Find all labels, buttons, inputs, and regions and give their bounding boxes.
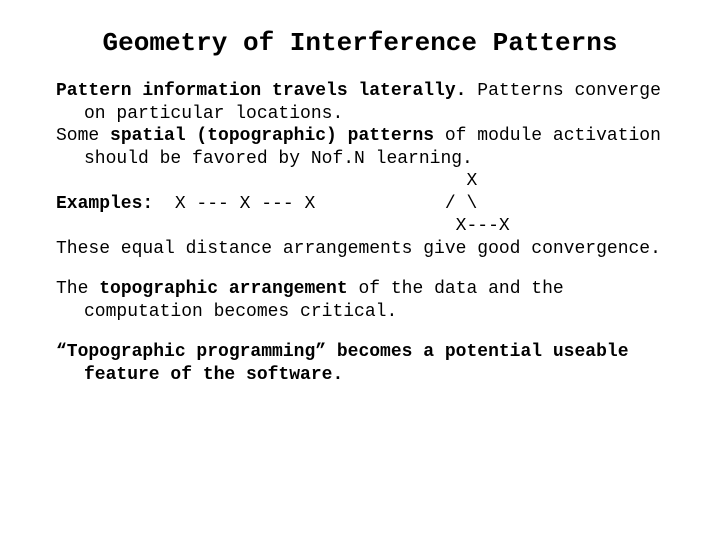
paragraph-3: These equal distance arrangements give g… [56, 238, 664, 261]
p5-bold: “Topographic programming” becomes a pote… [56, 342, 629, 385]
paragraph-2: Some spatial (topographic) patterns of m… [56, 125, 664, 170]
p2-pre: Some [56, 126, 110, 146]
p4-pre: The [56, 279, 99, 299]
ascii-diagram: X Examples: X --- X --- X / \ X---X [56, 170, 664, 238]
slide-title: Geometry of Interference Patterns [56, 28, 664, 58]
diagram-line-2: X --- X --- X / \ [153, 194, 477, 214]
p2-bold: spatial (topographic) patterns [110, 126, 434, 146]
diagram-line-3: X---X [56, 216, 510, 236]
p4-bold: topographic arrangement [99, 279, 347, 299]
p1-lead: Pattern information travels laterally. [56, 81, 466, 101]
slide-body: Pattern information travels laterally. P… [56, 80, 664, 386]
slide: Geometry of Interference Patterns Patter… [0, 0, 720, 540]
paragraph-4: The topographic arrangement of the data … [56, 278, 664, 323]
paragraph-1: Pattern information travels laterally. P… [56, 80, 664, 125]
examples-label: Examples: [56, 194, 153, 214]
paragraph-5: “Topographic programming” becomes a pote… [56, 341, 664, 386]
diagram-line-1: X [56, 171, 477, 191]
